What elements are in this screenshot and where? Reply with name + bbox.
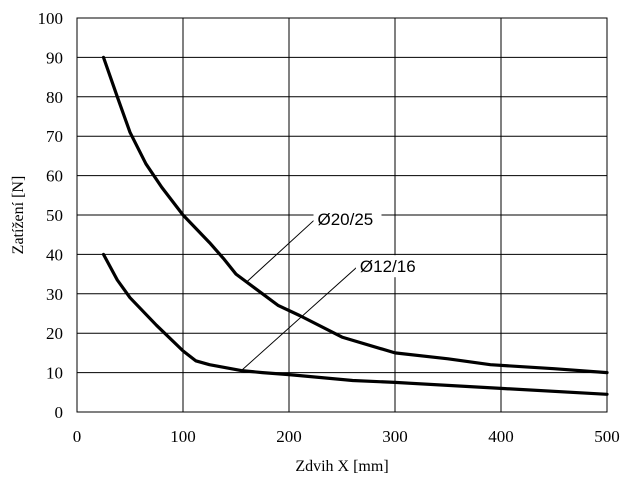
y-tick-label: 10 bbox=[46, 364, 63, 383]
annotation-box-2 bbox=[355, 255, 424, 278]
x-tick-label: 100 bbox=[170, 427, 196, 446]
y-axis-label: Zatížení [N] bbox=[10, 176, 27, 255]
x-tick-labels: 0 100 200 300 400 500 bbox=[73, 427, 620, 446]
x-tick-label: 400 bbox=[488, 427, 514, 446]
y-tick-label: 50 bbox=[46, 206, 63, 225]
annotation-leader-1 bbox=[246, 218, 316, 283]
y-tick-label: 70 bbox=[46, 127, 63, 146]
plot-frame bbox=[76, 17, 608, 413]
y-tick-label: 100 bbox=[38, 9, 64, 28]
x-tick-label: 200 bbox=[276, 427, 302, 446]
y-tick-label: 60 bbox=[46, 167, 63, 186]
annotation-label-2: Ø12/16 bbox=[360, 257, 416, 276]
y-tick-label: 90 bbox=[46, 48, 63, 67]
y-tick-label: 30 bbox=[46, 285, 63, 304]
y-tick-labels: 0 10 20 30 40 50 60 70 80 90 100 bbox=[38, 9, 64, 422]
y-tick-label: 0 bbox=[55, 403, 64, 422]
series-line-2 bbox=[101, 252, 609, 396]
x-tick-label: 0 bbox=[73, 427, 82, 446]
annotations: Ø20/25 Ø12/16 bbox=[240, 207, 424, 372]
series-line-1 bbox=[101, 55, 609, 375]
y-tick-label: 40 bbox=[46, 245, 63, 264]
series-lines bbox=[101, 55, 609, 396]
annotation-leader-2 bbox=[240, 265, 359, 372]
y-tick-label: 80 bbox=[46, 88, 63, 107]
x-tick-label: 500 bbox=[594, 427, 620, 446]
x-axis-label: Zdvih X [mm] bbox=[295, 458, 388, 475]
x-tick-label: 300 bbox=[382, 427, 408, 446]
annotation-label-1: Ø20/25 bbox=[318, 210, 374, 229]
annotation-box-1 bbox=[313, 207, 382, 230]
y-tick-label: 20 bbox=[46, 324, 63, 343]
